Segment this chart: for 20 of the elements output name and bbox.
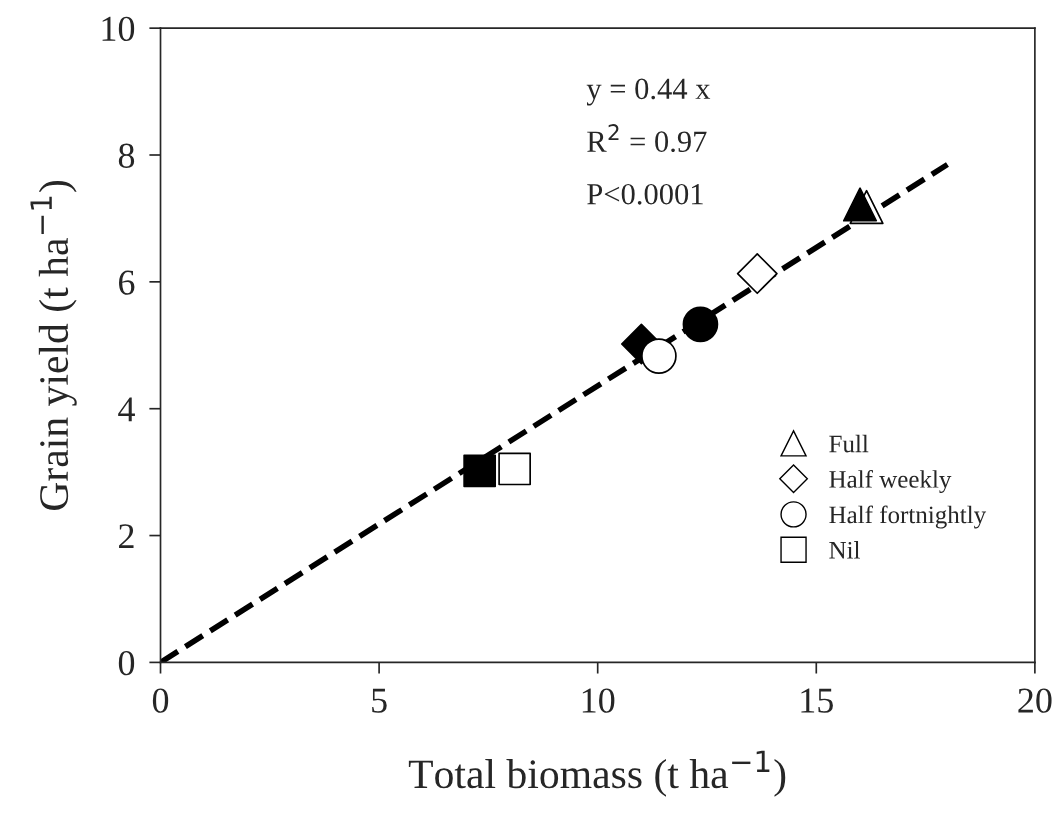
y-tick-label: 10 bbox=[102, 16, 135, 42]
legend-label: Full bbox=[829, 434, 869, 453]
y-axis-title: Grain yield (t ha$^{−1}$) bbox=[30, 180, 77, 511]
y-tick-label: 6 bbox=[119, 270, 135, 295]
legend-label: Half fortnightly bbox=[829, 505, 987, 529]
x-axis-title: Total biomass (t ha$^{−1}$) bbox=[408, 750, 786, 797]
annotation: P<0.0001 bbox=[587, 183, 703, 205]
x-tick-label: 5 bbox=[372, 688, 387, 713]
y-tick-label: 8 bbox=[118, 143, 135, 168]
annotation: R$^{2}$ = 0.97 bbox=[587, 124, 707, 153]
x-tick-label: 0 bbox=[152, 688, 169, 713]
legend-label: Half weekly bbox=[829, 469, 952, 493]
annotation: y = 0.44 x bbox=[586, 78, 711, 106]
y-tick-label: 2 bbox=[119, 524, 134, 549]
x-tick-label: 15 bbox=[801, 688, 833, 713]
x-tick-label: 20 bbox=[1018, 688, 1052, 713]
legend-label: Nil bbox=[829, 541, 860, 559]
y-tick-label: 4 bbox=[118, 397, 135, 422]
x-tick-label: 10 bbox=[582, 688, 615, 713]
y-tick-label: 0 bbox=[118, 650, 135, 676]
